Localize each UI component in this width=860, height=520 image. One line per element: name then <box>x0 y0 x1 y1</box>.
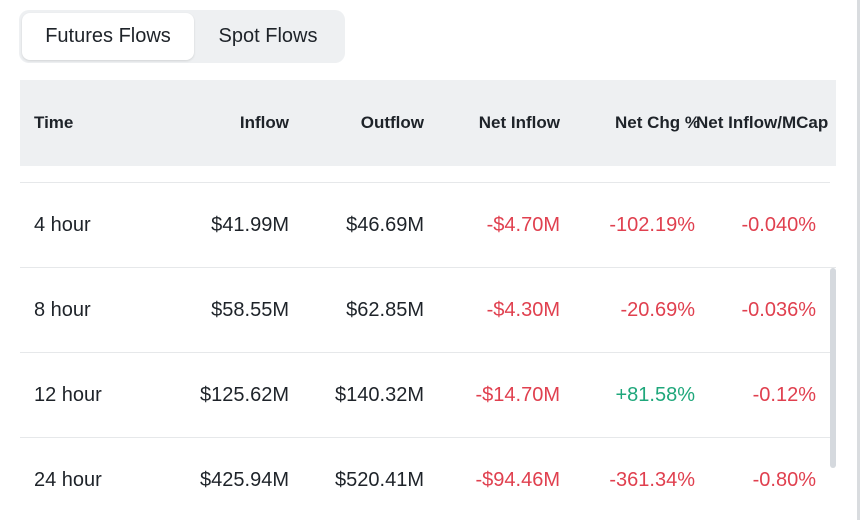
cell-net-inflow: -$94.46M <box>475 469 561 491</box>
cell-net-chg: +81.58% <box>615 383 695 406</box>
cell-net-inflow: -$4.70M <box>486 213 560 236</box>
cell-inflow: $58.55M <box>211 298 289 321</box>
cell-net-inflow: -$14.70M <box>475 383 561 406</box>
cell-net-inflow: -$4.30M <box>486 298 560 321</box>
cell-outflow: $46.69M <box>346 213 424 236</box>
table-row: 12 hour $125.62M $140.32M -$14.70M +81.5… <box>20 353 836 438</box>
table-row: 8 hour $58.55M $62.85M -$4.30M -20.69% -… <box>20 268 836 353</box>
row-divider <box>20 166 830 183</box>
cell-net-inflow-mcap: -0.040% <box>741 213 817 236</box>
cell-outflow: $520.41M <box>335 469 424 491</box>
cell-time: 12 hour <box>34 383 102 406</box>
header-outflow[interactable]: Outflow <box>360 113 424 132</box>
tab-spot-flows[interactable]: Spot Flows <box>218 25 318 47</box>
panel-edge-divider <box>857 0 860 520</box>
cell-inflow: $125.62M <box>200 383 289 406</box>
cell-net-inflow-mcap: -0.80% <box>752 469 816 491</box>
tab-futures-flows[interactable]: Futures Flows <box>22 13 194 60</box>
cell-net-chg: -361.34% <box>609 469 695 491</box>
header-time[interactable]: Time <box>34 113 74 132</box>
cell-outflow: $62.85M <box>346 298 424 321</box>
table-header: Time Inflow Outflow Net Inflow Net Chg %… <box>20 80 836 166</box>
header-net-chg[interactable]: Net Chg % <box>615 113 700 132</box>
table-row: 4 hour $41.99M $46.69M -$4.70M -102.19% … <box>20 183 836 268</box>
flows-table: Time Inflow Outflow Net Inflow Net Chg %… <box>20 80 836 520</box>
header-net-inflow[interactable]: Net Inflow <box>478 113 560 132</box>
table-row: 24 hour $425.94M $520.41M -$94.46M -361.… <box>20 438 836 520</box>
header-net-inflow-mcap[interactable]: Net Inflow/MCap <box>696 113 829 132</box>
cell-time: 24 hour <box>34 469 102 491</box>
cell-inflow: $425.94M <box>200 469 289 491</box>
cell-net-chg: -102.19% <box>609 213 695 236</box>
header-inflow[interactable]: Inflow <box>239 113 289 132</box>
flow-type-tabs: Futures Flows Spot Flows <box>19 10 345 63</box>
cell-net-chg: -20.69% <box>620 298 696 321</box>
cell-time: 4 hour <box>34 213 91 236</box>
table-scrollbar[interactable] <box>830 268 836 468</box>
cell-time: 8 hour <box>34 298 91 321</box>
cell-net-inflow-mcap: -0.036% <box>741 298 817 321</box>
cell-inflow: $41.99M <box>211 213 289 236</box>
cell-net-inflow-mcap: -0.12% <box>752 383 816 406</box>
cell-outflow: $140.32M <box>335 383 424 406</box>
